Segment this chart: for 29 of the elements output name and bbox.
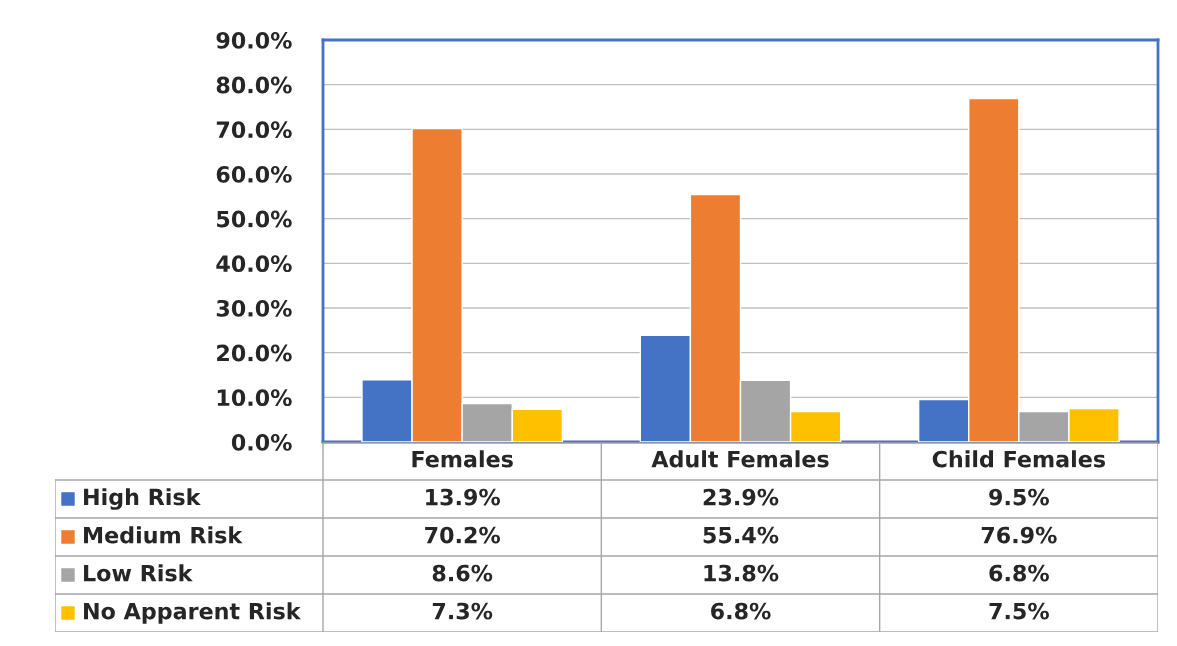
legend-label: High Risk	[84, 488, 201, 510]
data-label: 13.8%	[704, 564, 779, 582]
data-label: 23.9%	[703, 488, 779, 506]
y-tick-label: 20.0%	[217, 344, 292, 362]
data-label: 9.5%	[989, 488, 1049, 506]
data-label: 6.8%	[989, 564, 1049, 582]
y-tick-label: 30.0%	[216, 299, 292, 317]
x-tick-label: Adult Females	[651, 450, 829, 468]
data-label: 7.3%	[432, 602, 493, 620]
x-tick-label: Child Females	[932, 450, 1105, 468]
data-label: 76.9%	[981, 526, 1057, 544]
y-tick-label: 80.0%	[216, 76, 292, 94]
legend-label: No Apparent Risk	[84, 602, 301, 624]
legend-label: Low Risk	[84, 564, 193, 582]
data-label: 8.6%	[432, 564, 493, 582]
data-label: 55.4%	[703, 526, 779, 544]
y-tick-label: 40.0%	[216, 255, 292, 273]
data-label: 7.5%	[989, 602, 1049, 620]
legend-label: Medium Risk	[84, 526, 243, 544]
y-tick-label: 70.0%	[216, 121, 292, 139]
y-tick-label: 0.0%	[231, 433, 292, 451]
y-tick-label: 10.0%	[217, 389, 292, 407]
data-label: 70.2%	[425, 526, 501, 544]
y-tick-label: 60.0%	[216, 165, 292, 183]
data-label: 13.9%	[426, 488, 501, 506]
data-label: 6.8%	[711, 602, 771, 620]
y-tick-label: 90.0%	[216, 31, 292, 49]
x-tick-label: Females	[412, 450, 513, 468]
y-tick-label: 50.0%	[217, 210, 292, 228]
